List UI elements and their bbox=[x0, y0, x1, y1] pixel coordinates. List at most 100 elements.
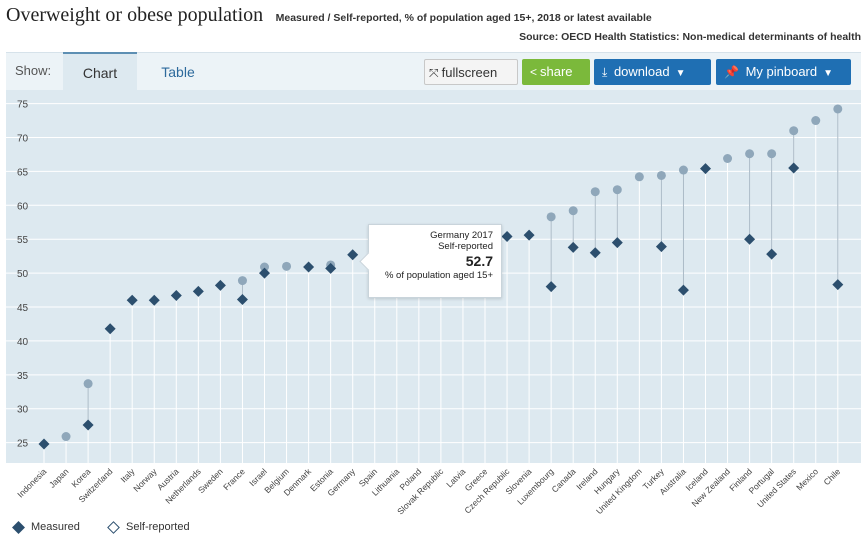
y-tick-label: 25 bbox=[17, 439, 29, 450]
self-reported-marker-icon bbox=[107, 520, 120, 534]
self-reported-point-slovenia[interactable] bbox=[523, 229, 535, 241]
download-icon: ⤓ bbox=[602, 65, 608, 79]
fullscreen-label: fullscreen bbox=[441, 65, 498, 80]
y-axis-ticks: 25 30 35 40 45 50 55 60 65 70 75 bbox=[17, 100, 29, 450]
y-tick-label: 60 bbox=[17, 201, 29, 212]
chevron-down-icon: ▼ bbox=[823, 68, 834, 79]
self-reported-point-italy[interactable] bbox=[126, 294, 138, 306]
self-reported-point-hungary[interactable] bbox=[611, 237, 623, 249]
tooltip: Germany 2017 Self-reported 52.7 % of pop… bbox=[359, 224, 502, 298]
measured-point-korea[interactable] bbox=[83, 379, 93, 389]
tooltip-unit: % of population aged 15+ bbox=[384, 270, 493, 281]
pin-icon: 📌 bbox=[724, 65, 739, 79]
chart-source: Source: OECD Health Statistics: Non-medi… bbox=[519, 31, 861, 43]
share-button[interactable]: < share bbox=[522, 59, 590, 85]
x-tick-label: Mexico bbox=[794, 466, 820, 492]
x-tick-label: France bbox=[221, 466, 247, 492]
self-reported-point-luxembourg[interactable] bbox=[545, 281, 557, 293]
self-reported-point-canada[interactable] bbox=[567, 241, 579, 253]
self-reported-point-czech-republic[interactable] bbox=[501, 230, 513, 242]
tab-table[interactable]: Table bbox=[161, 64, 195, 80]
legend-measured[interactable]: Measured bbox=[31, 521, 80, 534]
self-reported-point-turkey[interactable] bbox=[655, 241, 667, 253]
x-tick-label: Japan bbox=[47, 466, 71, 490]
y-tick-label: 40 bbox=[17, 337, 29, 348]
measured-point-australia[interactable] bbox=[678, 165, 688, 175]
self-reported-point-netherlands[interactable] bbox=[192, 285, 204, 297]
measured-point-mexico[interactable] bbox=[811, 116, 821, 126]
self-reported-point-chile[interactable] bbox=[832, 279, 844, 291]
self-reported-point-iceland[interactable] bbox=[700, 163, 711, 175]
self-reported-point-finland[interactable] bbox=[744, 233, 756, 245]
chart-subtitle: Measured / Self-reported, % of populatio… bbox=[275, 12, 652, 24]
self-reported-point-portugal[interactable] bbox=[766, 248, 778, 260]
gridlines bbox=[6, 103, 861, 444]
self-reported-point-norway[interactable] bbox=[148, 294, 160, 306]
x-tick-label: Indonesia bbox=[15, 466, 48, 499]
tab-chart[interactable]: Chart bbox=[63, 52, 137, 91]
self-reported-point-estonia[interactable] bbox=[325, 262, 337, 274]
fullscreen-button[interactable]: ⤧ fullscreen bbox=[424, 59, 518, 85]
self-reported-point-indonesia[interactable] bbox=[38, 438, 50, 450]
measured-point-canada[interactable] bbox=[568, 206, 578, 216]
show-label: Show: bbox=[15, 63, 52, 78]
tooltip-value: 52.7 bbox=[465, 253, 493, 269]
self-reported-point-australia[interactable] bbox=[677, 284, 689, 296]
x-tick-label: Norway bbox=[131, 466, 159, 494]
self-reported-point-germany[interactable] bbox=[347, 249, 359, 261]
self-reported-point-france[interactable] bbox=[236, 294, 248, 306]
measured-point-portugal[interactable] bbox=[767, 149, 777, 159]
measured-point-united-kingdom[interactable] bbox=[634, 172, 644, 182]
measured-point-turkey[interactable] bbox=[656, 170, 666, 180]
title-row: Overweight or obese population Measured … bbox=[6, 4, 652, 27]
measured-point-ireland[interactable] bbox=[590, 187, 600, 197]
measured-point-united-states[interactable] bbox=[789, 126, 799, 136]
measured-point-hungary[interactable] bbox=[612, 185, 622, 195]
legend-self-reported[interactable]: Self-reported bbox=[125, 521, 190, 534]
measured-point-finland[interactable] bbox=[745, 149, 755, 159]
y-tick-label: 70 bbox=[17, 133, 29, 144]
y-tick-label: 30 bbox=[17, 405, 29, 416]
y-tick-label: 65 bbox=[17, 167, 29, 178]
expand-icon: ⤧ bbox=[429, 66, 439, 80]
x-tick-label: Canada bbox=[549, 466, 577, 494]
share-label: share bbox=[540, 64, 573, 79]
y-tick-label: 75 bbox=[17, 100, 29, 111]
toolbar: Show: Chart Table ⤧ fullscreen < share ⤓ d… bbox=[6, 52, 861, 91]
self-reported-point-united-states[interactable] bbox=[788, 162, 800, 174]
legend: Measured Self-reported bbox=[12, 520, 190, 534]
measured-point-chile[interactable] bbox=[833, 104, 843, 114]
y-tick-label: 55 bbox=[17, 235, 29, 246]
tooltip-series: Self-reported bbox=[438, 241, 493, 252]
pinboard-label: My pinboard bbox=[745, 64, 818, 79]
pinboard-button[interactable]: 📌 My pinboard ▼ bbox=[716, 59, 851, 85]
measured-point-israel[interactable] bbox=[260, 262, 269, 272]
measured-point-luxembourg[interactable] bbox=[546, 212, 556, 222]
self-reported-point-korea[interactable] bbox=[82, 419, 94, 431]
download-button[interactable]: ⤓ download ▼ bbox=[594, 59, 711, 85]
download-label: download bbox=[613, 64, 670, 79]
tooltip-title: Germany 2017 bbox=[430, 230, 493, 241]
measured-marker-icon bbox=[12, 520, 25, 534]
chevron-down-icon: ▼ bbox=[675, 68, 686, 79]
self-reported-point-israel[interactable] bbox=[259, 267, 270, 279]
self-reported-point-denmark[interactable] bbox=[303, 261, 315, 273]
measured-point-belgium[interactable] bbox=[282, 261, 292, 271]
x-tick-label: Italy bbox=[119, 466, 138, 485]
self-reported-point-switzerland[interactable] bbox=[104, 323, 116, 335]
self-reported-point-ireland[interactable] bbox=[589, 247, 601, 259]
measured-point-france[interactable] bbox=[237, 276, 247, 286]
measured-point-new-zealand[interactable] bbox=[723, 153, 733, 163]
measured-point-japan[interactable] bbox=[61, 432, 71, 442]
y-tick-label: 50 bbox=[17, 269, 29, 280]
y-tick-label: 35 bbox=[17, 371, 29, 382]
x-tick-label: Sweden bbox=[196, 466, 225, 495]
y-tick-label: 45 bbox=[17, 303, 29, 314]
chart-title: Overweight or obese population bbox=[6, 4, 264, 26]
self-reported-point-sweden[interactable] bbox=[214, 279, 226, 291]
dot-plot-chart: 25 30 35 40 45 50 55 60 65 70 75 IndonesiaJapanKor… bbox=[6, 90, 861, 517]
share-icon: < bbox=[530, 65, 538, 79]
self-reported-point-austria[interactable] bbox=[170, 289, 182, 301]
x-tick-label: Chile bbox=[821, 466, 842, 487]
